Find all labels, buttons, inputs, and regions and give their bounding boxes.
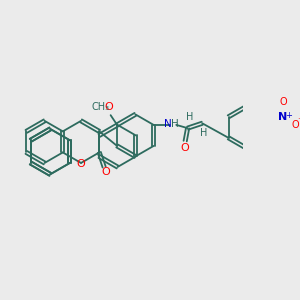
Text: ⁻: ⁻ xyxy=(298,117,300,127)
Text: N: N xyxy=(278,112,287,122)
Text: CH₃: CH₃ xyxy=(92,102,110,112)
Text: H: H xyxy=(200,128,208,138)
Text: N: N xyxy=(164,119,171,129)
Text: H: H xyxy=(171,119,179,129)
Text: O: O xyxy=(101,167,110,177)
Text: O: O xyxy=(181,142,190,153)
Text: O: O xyxy=(77,159,85,169)
Text: O: O xyxy=(105,102,113,112)
Text: O: O xyxy=(279,97,287,107)
Text: H: H xyxy=(185,112,193,122)
Text: +: + xyxy=(285,111,292,120)
Text: O: O xyxy=(292,120,300,130)
